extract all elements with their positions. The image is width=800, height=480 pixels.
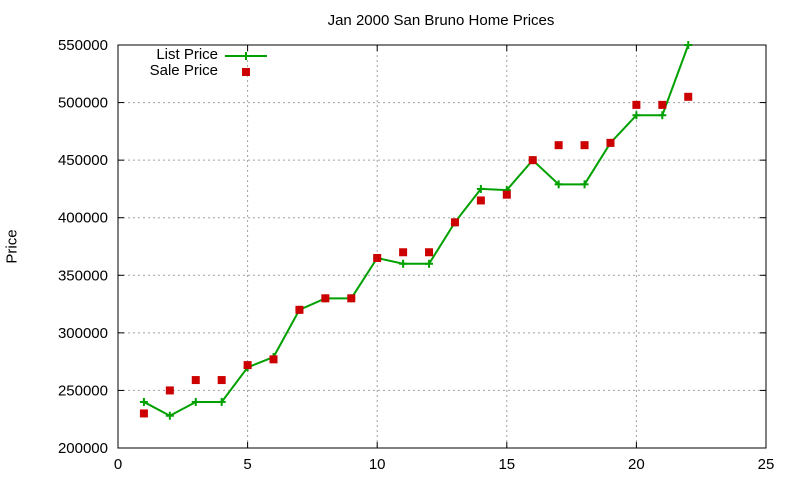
data-point bbox=[425, 248, 434, 257]
data-point bbox=[191, 376, 200, 385]
y-tick-label: 200000 bbox=[58, 440, 108, 457]
y-tick-label: 550000 bbox=[58, 37, 108, 54]
data-point bbox=[347, 294, 356, 303]
data-point bbox=[580, 141, 589, 150]
data-point bbox=[528, 156, 537, 165]
series-sale-price bbox=[139, 92, 693, 418]
data-point bbox=[502, 190, 511, 199]
axes bbox=[117, 44, 767, 449]
x-tick-label: 25 bbox=[758, 456, 775, 473]
tick-labels: 0 5 10 15 20 25 200000 250000 300000 350000 400000… bbox=[58, 37, 774, 473]
plot-border bbox=[117, 44, 767, 449]
x-tick-label: 20 bbox=[628, 456, 645, 473]
data-point bbox=[450, 218, 459, 227]
x-tick-label: 5 bbox=[243, 456, 251, 473]
series-list-price bbox=[139, 41, 693, 420]
data-point bbox=[399, 248, 408, 257]
data-point bbox=[632, 100, 641, 109]
data-point bbox=[321, 294, 330, 303]
data-point bbox=[658, 100, 667, 109]
legend bbox=[225, 52, 267, 76]
x-tick-label: 0 bbox=[114, 456, 122, 473]
data-point bbox=[243, 361, 252, 370]
x-tick-label: 15 bbox=[498, 456, 515, 473]
grid-lines bbox=[118, 45, 766, 448]
data-point bbox=[684, 92, 693, 101]
data-point bbox=[139, 409, 148, 418]
y-tick-label: 250000 bbox=[58, 382, 108, 399]
data-point bbox=[217, 376, 226, 385]
data-point bbox=[476, 196, 485, 205]
data-point bbox=[373, 254, 382, 263]
data-point bbox=[269, 355, 278, 364]
x-tick-label: 10 bbox=[369, 456, 386, 473]
legend-label-sale-price: Sale Price bbox=[149, 62, 218, 79]
y-tick-label: 500000 bbox=[58, 95, 108, 112]
chart-title: Jan 2000 San Bruno Home Prices bbox=[327, 12, 555, 29]
legend-label-list-price: List Price bbox=[156, 46, 218, 63]
legend-sale-price-swatch bbox=[242, 68, 250, 76]
y-tick-label: 300000 bbox=[58, 325, 108, 342]
data-point bbox=[554, 141, 563, 150]
data-point bbox=[606, 138, 615, 147]
y-tick-label: 450000 bbox=[58, 152, 108, 169]
y-tick-label: 400000 bbox=[58, 210, 108, 227]
data-point bbox=[295, 305, 304, 314]
y-tick-label: 350000 bbox=[58, 267, 108, 284]
data-series bbox=[139, 41, 693, 420]
data-point bbox=[165, 386, 174, 395]
